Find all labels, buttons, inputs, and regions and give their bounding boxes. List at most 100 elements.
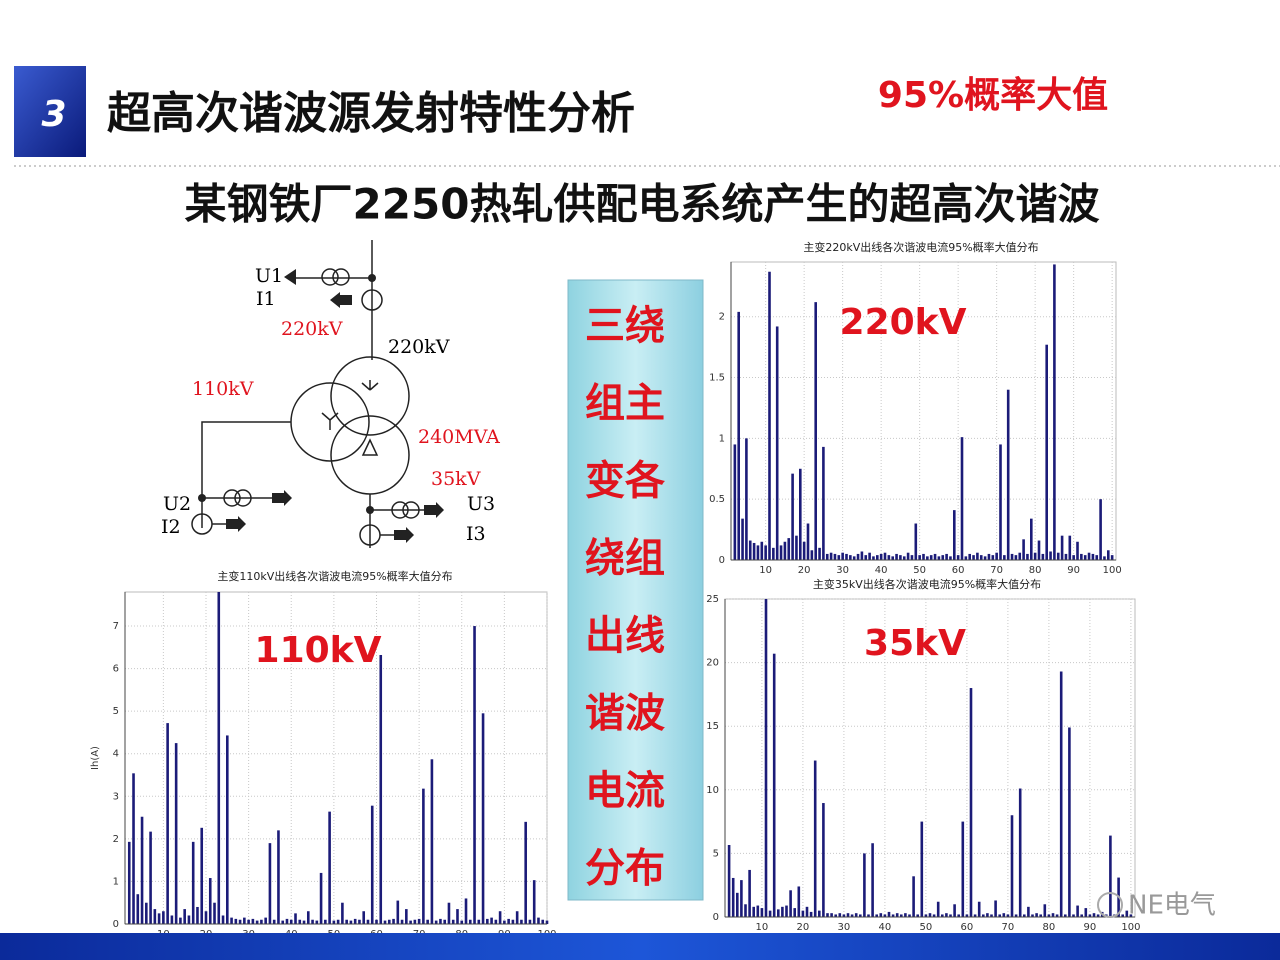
bar xyxy=(191,841,195,924)
bar xyxy=(451,919,455,924)
bar xyxy=(1092,913,1096,917)
bar xyxy=(887,555,891,560)
bar xyxy=(1084,908,1088,917)
bar xyxy=(1103,556,1106,560)
bar xyxy=(153,909,157,924)
chart-annotation: 110kV xyxy=(255,630,382,671)
bar xyxy=(1109,835,1112,917)
bar xyxy=(1068,535,1072,560)
bar xyxy=(490,917,493,924)
arrow xyxy=(406,527,414,543)
bar xyxy=(932,914,936,917)
bar xyxy=(166,723,169,924)
bar xyxy=(1022,539,1025,560)
pt xyxy=(402,501,420,519)
bar xyxy=(136,894,140,924)
y-tick-label: 7 xyxy=(113,621,119,632)
caption-line: 组主 xyxy=(585,381,665,427)
bar xyxy=(787,538,791,560)
y-tick-label: 15 xyxy=(706,721,719,732)
bar xyxy=(953,904,956,917)
bar xyxy=(417,918,421,924)
ct xyxy=(361,289,383,311)
bar xyxy=(464,898,468,924)
slide-tag: 95%概率大值 xyxy=(878,75,1108,116)
x-tick-label: 90 xyxy=(1067,565,1080,576)
bar xyxy=(366,919,370,924)
arrow xyxy=(238,516,246,532)
bar xyxy=(953,510,956,560)
bar xyxy=(1076,541,1079,560)
bar xyxy=(1080,914,1083,917)
bar xyxy=(1076,905,1079,917)
bar xyxy=(1083,555,1087,560)
bar xyxy=(473,626,476,924)
bar xyxy=(336,919,340,924)
y-tick-label: 10 xyxy=(706,785,719,796)
bar xyxy=(727,845,731,917)
bar xyxy=(752,542,756,560)
bar xyxy=(872,556,875,560)
bar xyxy=(1006,914,1010,917)
x-tick-label: 30 xyxy=(836,565,849,576)
x-tick-label: 80 xyxy=(1029,565,1042,576)
bar xyxy=(945,553,948,560)
bar xyxy=(777,909,780,917)
bar xyxy=(226,735,229,924)
bar xyxy=(775,326,779,560)
label-240mva: 240MVA xyxy=(418,426,500,448)
winding-symbols xyxy=(321,380,379,456)
bar xyxy=(515,911,519,924)
bar xyxy=(345,919,348,924)
y-tick-label: 6 xyxy=(113,664,119,675)
bar xyxy=(162,911,165,924)
bar xyxy=(860,551,864,560)
bar xyxy=(200,827,204,924)
bar xyxy=(933,553,937,560)
bar xyxy=(1047,914,1051,917)
bar xyxy=(906,552,910,560)
bar xyxy=(756,905,760,917)
caption-line: 变各 xyxy=(585,458,666,504)
caption-line: 三绕 xyxy=(585,303,665,349)
label-110kv: 110kV xyxy=(192,378,254,400)
bar xyxy=(1068,727,1071,917)
bar xyxy=(854,913,858,917)
bar xyxy=(945,913,948,917)
bar xyxy=(520,919,523,924)
x-tick-label: 60 xyxy=(961,922,974,933)
bar xyxy=(494,919,498,924)
bar xyxy=(785,905,788,917)
bar xyxy=(468,919,472,924)
bar xyxy=(396,900,400,924)
bar xyxy=(1072,914,1075,917)
bar xyxy=(801,910,805,917)
bar xyxy=(887,911,891,917)
bar xyxy=(957,914,960,917)
bar xyxy=(899,555,902,560)
arrow xyxy=(340,295,352,305)
bar xyxy=(961,821,965,917)
bar xyxy=(132,773,135,924)
bar xyxy=(1002,913,1006,917)
bar xyxy=(744,904,747,917)
bar xyxy=(255,920,259,924)
bar xyxy=(362,911,366,924)
bar xyxy=(264,917,267,924)
bar xyxy=(830,913,833,917)
bar xyxy=(1121,914,1124,917)
arrow xyxy=(394,530,406,540)
bar xyxy=(991,555,995,560)
label-u3: U3 xyxy=(467,493,495,515)
bar xyxy=(379,654,383,924)
bar xyxy=(1072,555,1075,560)
bar xyxy=(422,788,425,924)
bar xyxy=(740,880,743,917)
bar xyxy=(1014,914,1018,917)
bar xyxy=(149,831,152,924)
chart-annotation: 220kV xyxy=(840,302,967,343)
arrow xyxy=(330,292,340,308)
bar xyxy=(1041,553,1045,560)
bar xyxy=(949,556,952,560)
bar xyxy=(846,913,850,917)
